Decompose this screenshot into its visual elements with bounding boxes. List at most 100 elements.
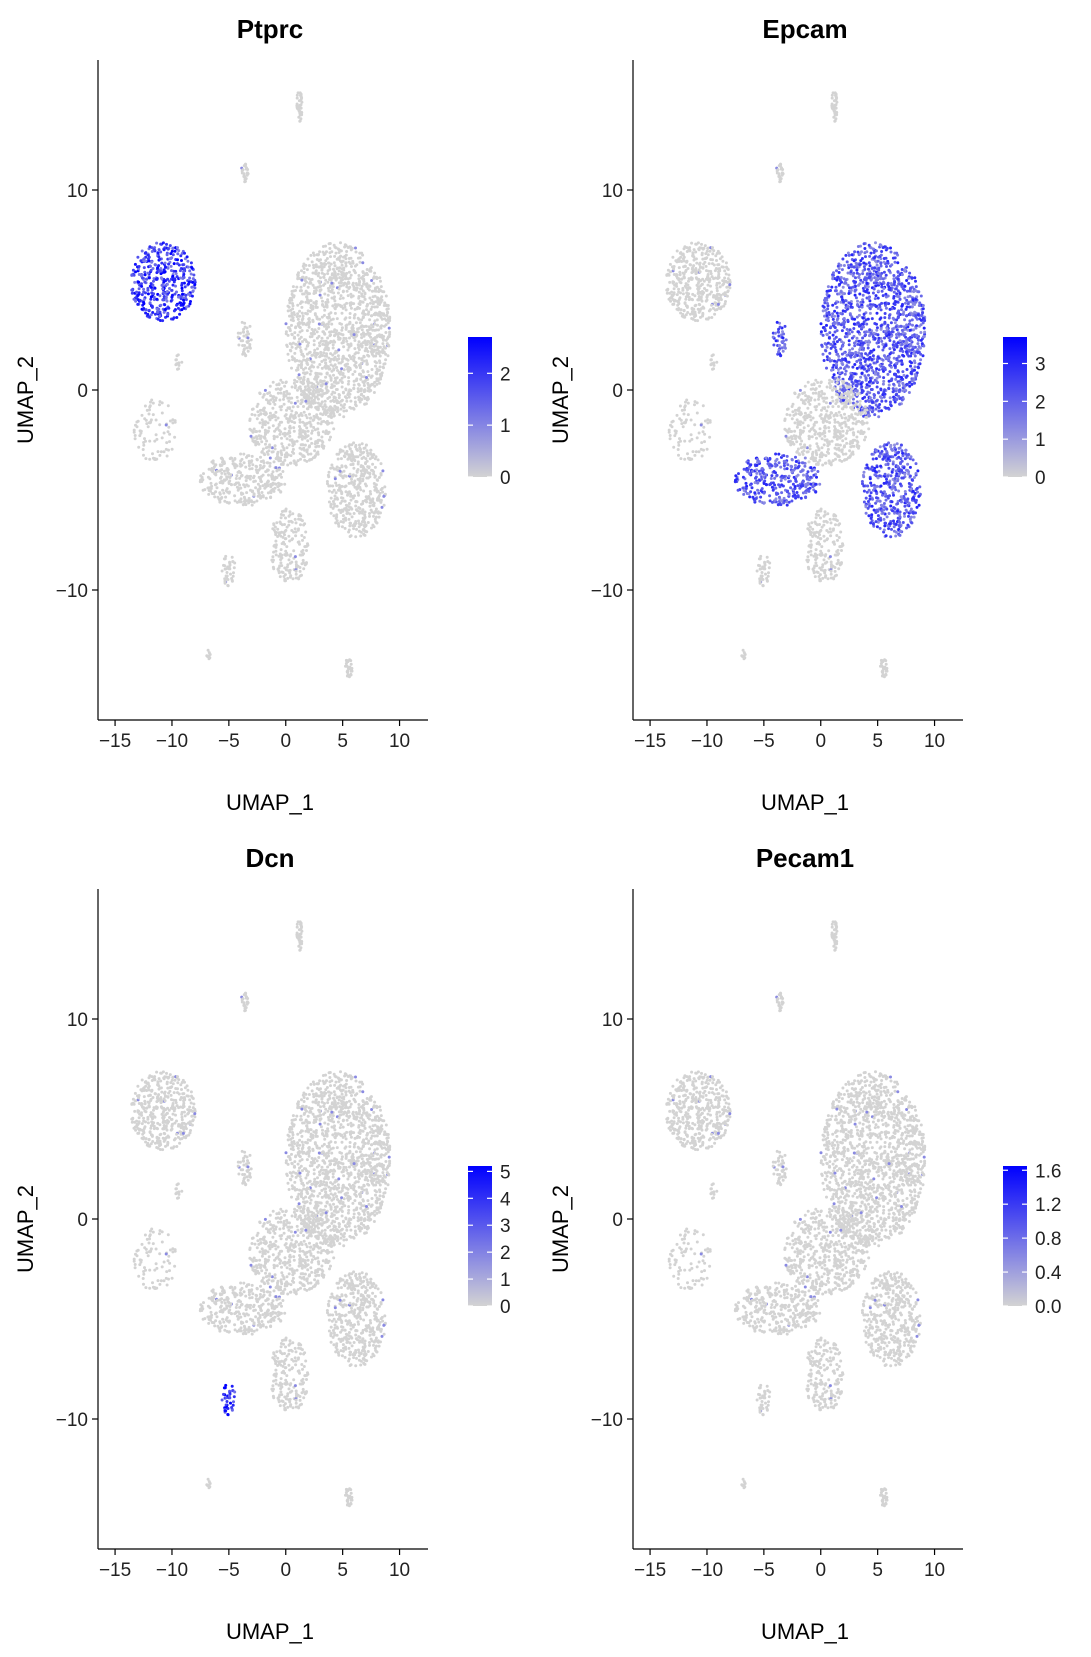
- cell-point: [258, 485, 262, 488]
- cell-point: [333, 311, 337, 315]
- cell-point: [847, 339, 851, 343]
- cell-point: [350, 327, 354, 331]
- cell-point: [155, 297, 159, 301]
- cell-point: [158, 294, 162, 298]
- cell-point: [308, 281, 312, 285]
- cell-point: [831, 333, 835, 337]
- cell-point: [320, 268, 324, 272]
- cell-point: [298, 342, 302, 346]
- cell-point: [293, 440, 296, 444]
- cell-point: [312, 263, 315, 267]
- cell-point: [324, 432, 328, 435]
- cell-point: [299, 94, 303, 98]
- cell-point: [359, 361, 363, 365]
- cell-point: [293, 351, 297, 355]
- cell-point: [373, 289, 376, 293]
- cell-point: [363, 349, 367, 353]
- cell-point: [356, 455, 360, 459]
- cell-point: [822, 359, 826, 362]
- cell-point: [715, 286, 719, 290]
- cell-point: [150, 304, 154, 308]
- cell-point: [293, 416, 297, 419]
- cell-point: [188, 276, 192, 280]
- points-layer: [665, 91, 927, 679]
- cell-point: [305, 329, 309, 333]
- cell-point: [341, 306, 345, 310]
- cell-point: [306, 401, 310, 405]
- cell-point: [861, 293, 865, 297]
- cell-point: [247, 475, 251, 478]
- cell-point: [363, 533, 367, 537]
- cell-point: [340, 322, 343, 326]
- cell-point: [379, 315, 383, 319]
- cell-point: [296, 405, 300, 409]
- cell-point: [908, 271, 912, 275]
- cell-point: [305, 450, 309, 454]
- cell-point: [336, 522, 340, 526]
- cell-point: [179, 276, 183, 280]
- cell-point: [368, 472, 372, 476]
- cell-point: [312, 343, 316, 347]
- cell-point: [171, 293, 174, 297]
- cell-point: [358, 446, 362, 450]
- cell-point: [266, 430, 270, 434]
- cell-point: [262, 393, 266, 396]
- cell-point: [710, 316, 714, 319]
- cell-point: [687, 279, 690, 283]
- cell-point: [311, 283, 315, 287]
- cell-point: [286, 333, 290, 337]
- cell-point: [343, 317, 347, 321]
- cell-point: [260, 450, 264, 454]
- cell-point: [299, 518, 303, 522]
- cell-point: [340, 376, 344, 380]
- cell-point: [236, 488, 240, 492]
- cell-point: [272, 398, 276, 402]
- cell-point: [691, 266, 695, 270]
- cell-point: [234, 482, 238, 486]
- cell-point: [865, 272, 869, 276]
- cell-point: [368, 318, 372, 322]
- cell-point: [339, 457, 343, 461]
- cell-point: [246, 349, 250, 353]
- cell-point: [213, 495, 217, 499]
- cell-point: [893, 260, 897, 264]
- cell-point: [301, 378, 305, 382]
- cell-point: [318, 317, 322, 321]
- cell-point: [299, 523, 302, 527]
- cell-point: [914, 285, 918, 289]
- cell-point: [322, 324, 326, 328]
- cell-point: [223, 557, 227, 561]
- cell-point: [298, 309, 302, 313]
- cell-point: [138, 429, 142, 433]
- cell-point: [297, 414, 301, 418]
- cell-point: [350, 477, 353, 481]
- cell-point: [777, 174, 781, 178]
- cell-point: [342, 345, 346, 349]
- cell-point: [346, 382, 350, 386]
- cell-point: [704, 252, 708, 256]
- cell-point: [724, 300, 727, 303]
- cell-point: [665, 288, 669, 292]
- cell-point: [294, 572, 298, 576]
- cell-point: [171, 247, 175, 250]
- cell-point: [379, 462, 383, 466]
- cell-point: [914, 326, 918, 330]
- cell-point: [345, 289, 349, 293]
- cell-point: [368, 267, 372, 271]
- cell-point: [356, 462, 360, 466]
- cell-point: [270, 488, 274, 492]
- cell-point: [679, 439, 682, 443]
- cell-point: [875, 311, 879, 315]
- cell-point: [837, 358, 841, 362]
- cell-point: [350, 302, 354, 306]
- cell-point: [329, 352, 333, 356]
- cell-point: [215, 469, 219, 473]
- cell-point: [331, 411, 335, 414]
- cell-point: [325, 257, 329, 260]
- cell-point: [383, 301, 387, 305]
- cell-point: [345, 664, 349, 668]
- cell-point: [370, 305, 374, 309]
- cell-point: [361, 502, 365, 506]
- cell-point: [386, 304, 390, 307]
- cell-point: [857, 275, 861, 279]
